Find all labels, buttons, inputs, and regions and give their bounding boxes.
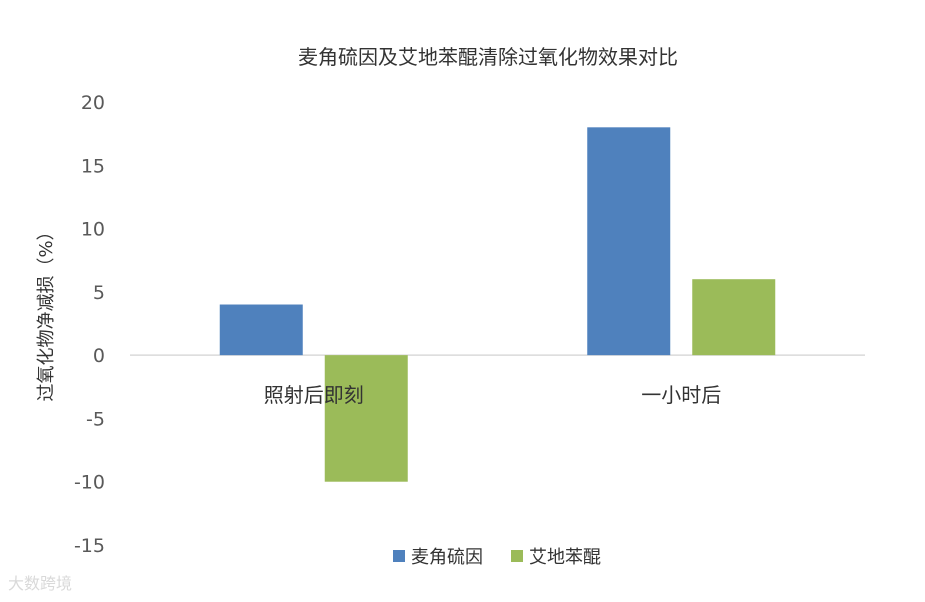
legend: 麦角硫因 艾地苯醌 [393, 547, 601, 568]
y-tick-label: 15 [81, 155, 105, 177]
y-tick-label: -5 [86, 408, 105, 430]
y-tick-label: 5 [93, 282, 105, 304]
y-tick-label: 0 [93, 345, 105, 367]
chart-title: 麦角硫因及艾地苯醌清除过氧化物效果对比 [298, 45, 678, 69]
bar-2-1 [324, 355, 408, 482]
y-tick-label: 10 [81, 219, 105, 241]
watermark: 大数跨境 [8, 574, 73, 593]
bar-1-2 [587, 127, 671, 356]
y-axis-label: 过氧化物净减损（%） [36, 222, 57, 401]
y-tick-label: -15 [74, 535, 105, 557]
legend-label: 艾地苯醌 [529, 547, 601, 568]
y-axis-ticks: 20 15 10 5 0 -5 -10 -15 [74, 92, 105, 557]
bar-2-2 [692, 279, 776, 356]
y-tick-label: 20 [81, 92, 105, 114]
legend-label: 麦角硫因 [411, 547, 483, 568]
bars [219, 127, 776, 482]
legend-swatch [393, 550, 405, 562]
y-tick-label: -10 [74, 472, 105, 494]
category-labels: 照射后即刻 一小时后 [264, 383, 722, 407]
bar-1-1 [219, 304, 303, 356]
category-label: 照射后即刻 [264, 383, 364, 407]
legend-swatch [511, 550, 523, 562]
category-label: 一小时后 [641, 383, 721, 407]
